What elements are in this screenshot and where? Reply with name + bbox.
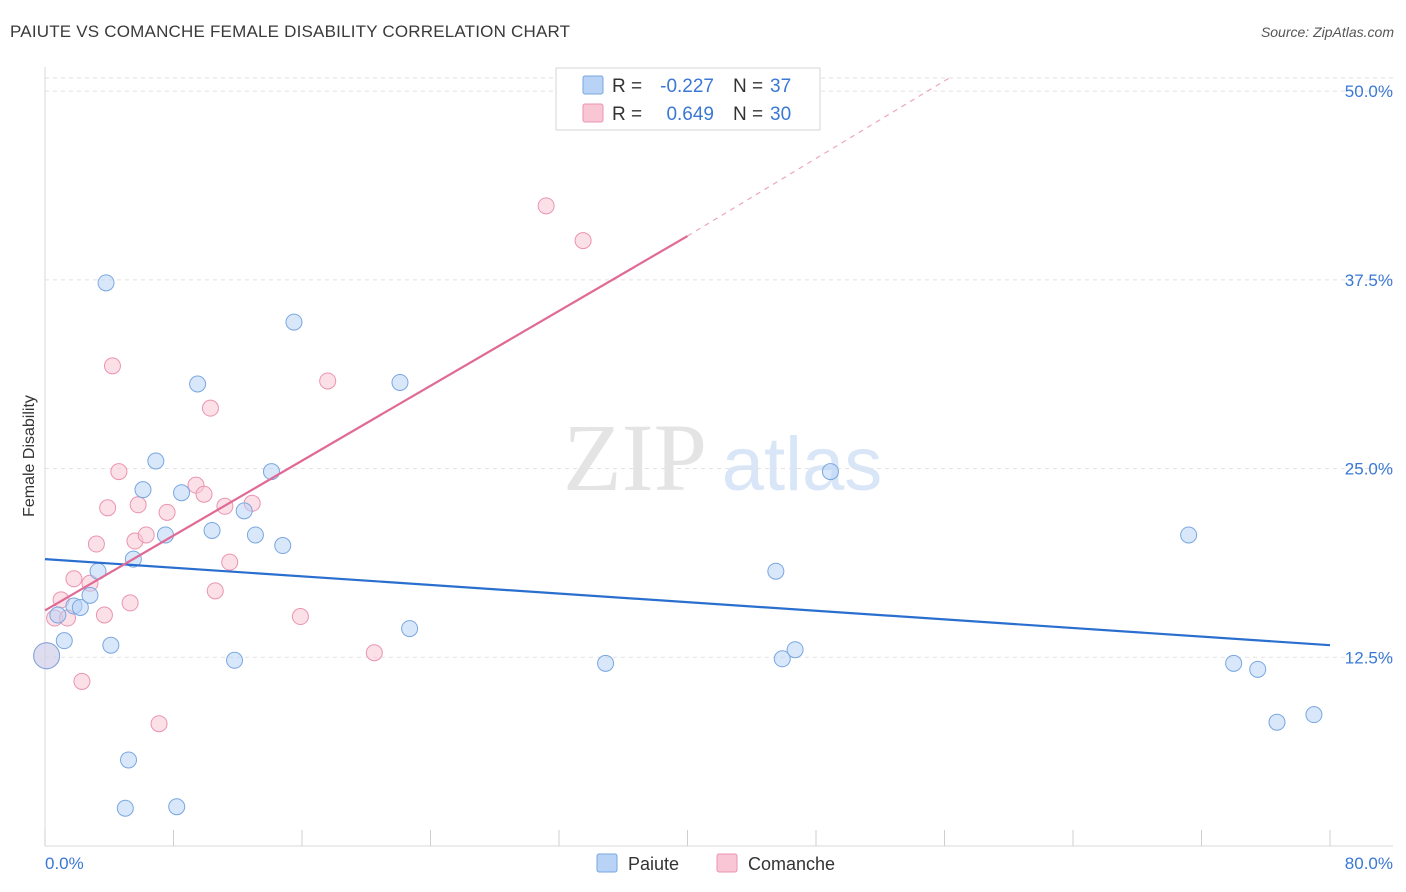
bottom-legend: Paiute Comanche: [596, 853, 835, 874]
paiute-point: [1249, 660, 1267, 678]
paiute-point: [262, 463, 280, 481]
paiute-point: [97, 274, 115, 292]
paiute-point: [235, 502, 253, 520]
paiute-point: [1180, 526, 1198, 544]
y-tick-label: 12.5%: [1345, 648, 1393, 667]
stats-n-label-paiute: N =: [733, 76, 763, 97]
paiute-point: [401, 620, 419, 638]
comanche-point: [201, 399, 219, 417]
stats-r-value-paiute: -0.227: [660, 76, 714, 97]
paiute-point: [116, 799, 134, 817]
chart-source: Source: ZipAtlas.com: [1260, 24, 1394, 40]
stats-n-label-comanche: N =: [733, 104, 763, 125]
comanche-point: [574, 232, 592, 250]
chart-title: PAIUTE VS COMANCHE FEMALE DISABILITY COR…: [10, 22, 571, 41]
paiute-point: [81, 586, 99, 604]
legend-label-comanche: Comanche: [748, 854, 835, 874]
stats-r-label-paiute: R =: [612, 76, 642, 97]
comanche-point: [99, 499, 117, 517]
y-tick-label: 37.5%: [1345, 271, 1393, 290]
comanche-point: [95, 606, 113, 624]
x-tick-marks: [44, 830, 1331, 846]
watermark-atlas: atlas: [722, 422, 883, 507]
comanche-point: [537, 197, 555, 215]
paiute-point: [102, 636, 120, 654]
comanche-point: [291, 608, 309, 626]
paiute-point: [33, 642, 61, 670]
legend-swatch-comanche: [716, 853, 738, 873]
paiute-point: [274, 537, 292, 555]
comanche-point: [110, 463, 128, 481]
stats-r-value-comanche: 0.649: [666, 104, 714, 125]
paiute-point: [391, 373, 409, 391]
paiute-point: [597, 654, 615, 672]
x-tick-label-min: 0.0%: [45, 854, 84, 873]
stats-r-label-comanche: R =: [612, 104, 642, 125]
paiute-point: [49, 606, 67, 624]
stats-n-value-comanche: 30: [770, 104, 791, 125]
series-paiute: [33, 274, 1323, 817]
paiute-point: [189, 375, 207, 393]
paiute-point: [246, 526, 264, 544]
comanche-point: [206, 582, 224, 600]
y-tick-labels: 12.5% 25.0% 37.5% 50.0%: [1345, 82, 1393, 667]
comanche-point: [65, 570, 83, 588]
paiute-point: [226, 651, 244, 669]
paiute-point: [1225, 654, 1243, 672]
comanche-point: [221, 553, 239, 571]
comanche-point: [103, 357, 121, 375]
stats-swatch-paiute: [582, 75, 604, 95]
paiute-trend-line: [44, 558, 1331, 647]
gridlines: [45, 77, 1393, 658]
paiute-point: [71, 598, 89, 616]
stats-legend-box: R = -0.227 N = 37 R = 0.649 N = 30: [555, 67, 821, 131]
comanche-point: [319, 372, 337, 390]
paiute-point: [203, 521, 221, 539]
comanche-point: [150, 715, 168, 733]
trend-lines: [44, 75, 1331, 647]
comanche-point: [73, 672, 91, 690]
paiute-point: [168, 798, 186, 816]
legend-label-paiute: Paiute: [628, 854, 679, 874]
x-tick-label-max: 80.0%: [1345, 854, 1393, 873]
paiute-point: [786, 641, 804, 659]
paiute-point: [134, 481, 152, 499]
paiute-point: [147, 452, 165, 470]
watermark: ZIP atlas: [563, 404, 882, 511]
y-tick-label: 50.0%: [1345, 82, 1393, 101]
paiute-point: [285, 313, 303, 331]
comanche-point: [195, 485, 213, 503]
paiute-point: [821, 463, 839, 481]
series-comanche: [33, 197, 592, 733]
paiute-point: [1268, 713, 1286, 731]
paiute-point: [173, 484, 191, 502]
paiute-point: [767, 562, 785, 580]
comanche-point: [365, 644, 383, 662]
comanche-trend-extension: [687, 75, 953, 237]
paiute-point: [773, 650, 791, 668]
legend-swatch-paiute: [596, 853, 618, 873]
comanche-point: [158, 503, 176, 521]
stats-swatch-comanche: [582, 103, 604, 123]
y-axis-label: Female Disability: [21, 395, 38, 517]
y-tick-label: 25.0%: [1345, 460, 1393, 479]
stats-n-value-paiute: 37: [770, 76, 791, 97]
watermark-zip: ZIP: [563, 404, 707, 511]
paiute-point: [1305, 706, 1323, 724]
comanche-point: [121, 594, 139, 612]
comanche-point: [129, 496, 147, 514]
paiute-point: [120, 751, 138, 769]
comanche-point: [137, 526, 155, 544]
comanche-point: [87, 535, 105, 553]
paiute-point: [55, 632, 73, 650]
comanche-trend-line: [44, 235, 689, 612]
